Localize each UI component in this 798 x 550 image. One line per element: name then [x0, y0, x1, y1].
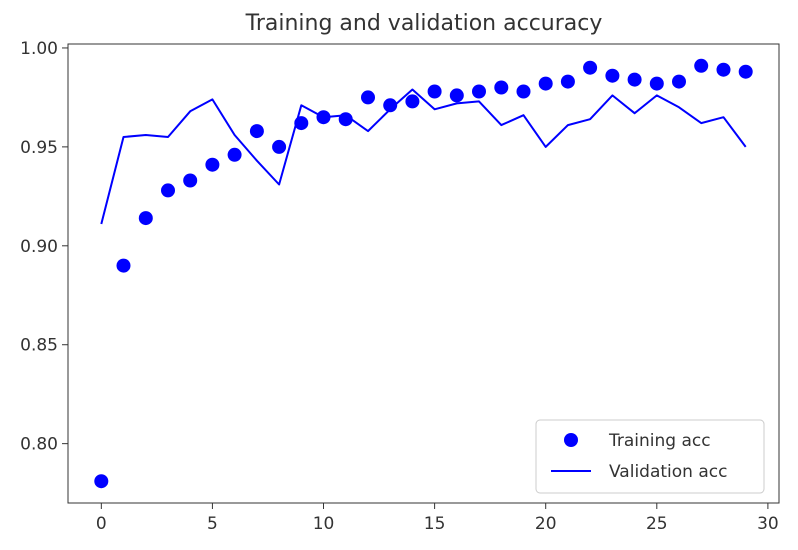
y-tick-label: 0.85 [20, 336, 58, 356]
training-acc-point [694, 58, 709, 73]
x-tick-label: 5 [207, 514, 218, 534]
x-tick-label: 0 [96, 514, 107, 534]
training-acc-point [338, 112, 353, 127]
training-acc-point [316, 110, 331, 125]
validation-acc-line [100, 88, 747, 225]
training-acc-point [94, 474, 109, 489]
training-acc-point [605, 68, 620, 83]
training-acc-point [227, 147, 242, 162]
legend-label-validation: Validation acc [609, 462, 727, 482]
training-acc-point [672, 74, 686, 89]
x-tick-label: 15 [424, 514, 446, 534]
series-layer [94, 58, 753, 489]
training-acc-point [449, 88, 464, 103]
training-acc-point [405, 94, 420, 109]
training-acc-point [649, 76, 664, 91]
training-acc-point [538, 76, 553, 91]
training-acc-point [161, 183, 175, 198]
legend-label-training: Training acc [608, 431, 711, 451]
training-acc-point [716, 62, 731, 77]
legend-marker-training [564, 433, 578, 447]
y-tick-label: 0.80 [20, 435, 58, 455]
x-tick-label: 30 [757, 514, 779, 534]
training-acc-point [249, 124, 264, 139]
training-acc-point [361, 90, 375, 105]
training-acc-point [583, 60, 598, 75]
training-acc-point [560, 74, 575, 89]
training-acc-point [427, 84, 442, 99]
training-acc-point [383, 98, 398, 113]
y-tick-label: 0.95 [20, 138, 58, 158]
x-tick-label: 20 [535, 514, 557, 534]
y-tick-label: 0.90 [20, 237, 58, 257]
training-acc-point [294, 116, 309, 131]
training-acc-point [116, 258, 131, 273]
plot-frame [67, 43, 780, 504]
training-acc-point [516, 84, 531, 99]
y-tick-label: 1.00 [20, 39, 58, 59]
x-tick-label: 10 [313, 514, 335, 534]
chart-title: Training and validation accuracy [245, 11, 603, 36]
legend-box [535, 419, 765, 494]
training-acc-point [472, 84, 486, 99]
training-acc-point [494, 80, 509, 95]
training-acc-point [205, 157, 220, 172]
training-acc-point [738, 64, 753, 79]
training-acc-point [183, 173, 198, 188]
legend: Training acc Validation acc [535, 419, 765, 494]
training-acc-point [272, 139, 287, 154]
x-tick-label: 25 [646, 514, 668, 534]
training-acc-point [627, 72, 642, 87]
training-acc-point [138, 211, 153, 226]
axes: 0 5 10 15 20 25 30 0.80 0.85 0.90 0.95 1.00 [20, 39, 780, 534]
